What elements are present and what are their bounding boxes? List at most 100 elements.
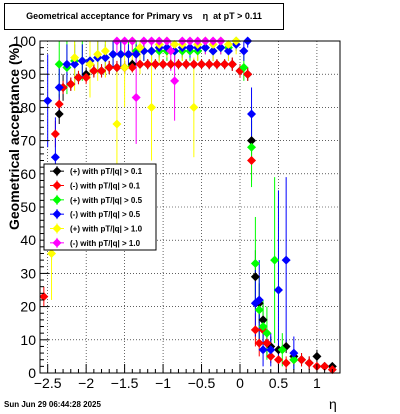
y-tick-label: 80: [20, 99, 36, 115]
data-point-s2: [273, 355, 283, 365]
x-tick-label: −1: [155, 375, 171, 391]
data-point-s3: [262, 328, 272, 338]
data-point-s4: [131, 49, 141, 59]
data-point-s2: [104, 63, 114, 73]
y-tick-label: 20: [20, 299, 36, 315]
data-point-s4: [108, 49, 118, 59]
data-point-s2: [262, 338, 272, 348]
data-point-s3: [258, 322, 268, 332]
data-point-s4: [100, 53, 110, 63]
data-point-s1: [312, 351, 322, 361]
data-point-s4: [223, 46, 233, 56]
data-point-s2: [204, 59, 214, 69]
data-point-s2: [197, 59, 207, 69]
data-point-s2: [212, 59, 222, 69]
data-point-s5: [112, 119, 122, 129]
data-point-s2: [320, 361, 330, 371]
data-point-s3: [239, 63, 249, 73]
data-point-s4: [266, 345, 276, 355]
chart-title: Geometrical acceptance for Primary vs η …: [26, 11, 262, 21]
legend-marker: [52, 166, 62, 176]
data-point-s4: [273, 285, 283, 295]
data-point-s6: [131, 92, 141, 102]
legend-marker: [52, 195, 62, 205]
data-point-s5: [189, 102, 199, 112]
data-point-s2: [247, 156, 257, 166]
legend-label: (-) with pT/|q| > 0.1: [70, 182, 141, 191]
data-point-s4: [200, 43, 210, 53]
data-point-s5: [135, 43, 145, 53]
data-point-s6: [166, 46, 176, 56]
data-point-s2: [50, 129, 60, 139]
data-point-s2: [181, 59, 191, 69]
data-point-s2: [143, 59, 153, 69]
legend-marker: [52, 224, 62, 233]
data-point-s2: [54, 99, 64, 109]
data-point-s3: [54, 59, 64, 69]
x-axis-title: η: [329, 396, 337, 412]
data-point-s2: [220, 59, 230, 69]
y-tick-label: 90: [20, 66, 36, 82]
x-tick-label: −1.5: [111, 375, 139, 391]
data-point-s4: [185, 43, 195, 53]
data-point-s4: [147, 46, 157, 56]
data-point-s5: [93, 49, 103, 59]
data-point-s5: [47, 248, 57, 258]
data-point-s2: [97, 66, 107, 76]
data-point-s5: [147, 102, 157, 112]
x-tick-label: 0.5: [269, 375, 289, 391]
legend-marker: [52, 209, 62, 219]
data-point-s2: [189, 59, 199, 69]
data-point-s4: [50, 152, 60, 162]
y-tick-label: 70: [20, 133, 36, 149]
data-point-s3: [254, 305, 264, 315]
legend-label: (-) with pT/|q| > 0.5: [70, 210, 141, 219]
data-point-s3: [250, 258, 260, 268]
data-point-s3: [247, 142, 257, 152]
x-tick-label: −2.5: [34, 375, 62, 391]
legend-label: (+) with pT/|q| > 0.1: [70, 167, 143, 176]
data-point-s1: [258, 315, 268, 325]
legend-label: (-) with pT/|q| > 1.0: [70, 239, 141, 248]
data-point-s1: [250, 272, 260, 282]
marker-layer: [39, 36, 337, 375]
footer-date: Sun Jun 29 06:44:28 2025: [4, 400, 101, 409]
data-point-s1: [247, 136, 257, 146]
data-point-s5: [85, 59, 95, 69]
data-point-s3: [277, 345, 287, 355]
legend-marker: [52, 181, 62, 190]
data-point-s2: [89, 66, 99, 76]
legend-label: (+) with pT/|q| > 1.0: [70, 225, 143, 234]
data-point-s4: [54, 82, 64, 92]
data-point-s2: [173, 59, 183, 69]
data-point-s2: [266, 351, 276, 361]
data-point-s2: [127, 63, 137, 73]
data-point-s4: [258, 345, 268, 355]
data-point-s2: [166, 59, 176, 69]
tick-layer: −2.5 −2 −1.5 −1 −0.5 0 0.5 10102030405060708090…: [13, 33, 341, 391]
data-point-s4: [247, 109, 257, 119]
y-axis-title: Geometrical acceptance (%): [6, 43, 22, 230]
title-box: Geometrical acceptance for Primary vs η …: [4, 3, 284, 30]
data-point-s2: [254, 338, 264, 348]
data-point-s2: [243, 69, 253, 79]
data-point-s4: [70, 59, 80, 69]
y-tick-label: 50: [20, 199, 36, 215]
y-tick-label: 0: [28, 365, 36, 381]
data-point-s2: [135, 59, 145, 69]
legend-marker: [52, 238, 62, 248]
data-point-s2: [281, 358, 291, 368]
y-tick-label: 30: [20, 265, 36, 281]
data-point-s4: [77, 56, 87, 66]
data-point-s2: [66, 79, 76, 89]
x-tick-label: −0.5: [188, 375, 216, 391]
data-point-s5: [170, 39, 180, 49]
data-point-s5: [120, 63, 130, 73]
data-point-s4: [216, 43, 226, 53]
data-point-s5: [223, 39, 233, 49]
y-tick-label: 100: [13, 33, 37, 49]
data-point-s2: [112, 63, 122, 73]
data-point-s4: [289, 348, 299, 358]
data-point-s4: [239, 46, 249, 56]
